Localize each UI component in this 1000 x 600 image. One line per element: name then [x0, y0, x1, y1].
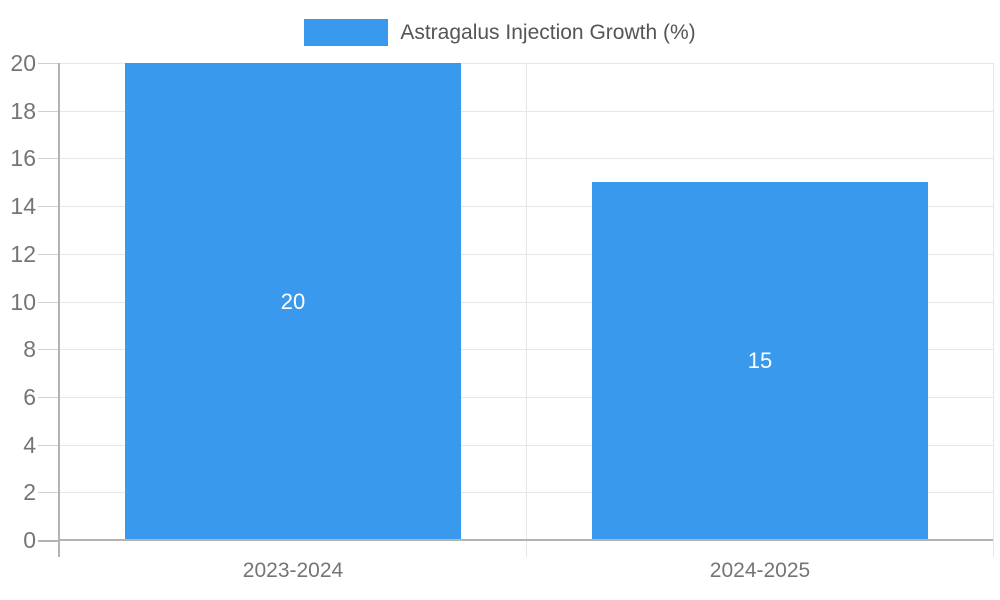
- y-axis-tick-label: 6: [23, 384, 36, 410]
- bar-value-label: 15: [747, 348, 773, 373]
- y-tick-mark: [38, 63, 59, 64]
- x-axis-line: [58, 539, 993, 541]
- y-tick-mark: [38, 254, 59, 255]
- y-tick-mark: [38, 397, 59, 398]
- y-axis-tick-label: 16: [10, 145, 36, 171]
- y-axis-tick-label: 18: [10, 98, 36, 124]
- bar-2023-2024[interactable]: 20: [125, 63, 461, 540]
- y-axis-tick-label: 8: [23, 336, 36, 362]
- y-tick-mark: [38, 206, 59, 207]
- y-tick-mark: [38, 302, 59, 303]
- y-tick-mark: [38, 445, 59, 446]
- x-gridline: [993, 63, 994, 557]
- y-axis-line: [58, 63, 60, 557]
- y-axis-tick-label: 0: [23, 527, 36, 553]
- legend-label: Astragalus Injection Growth (%): [400, 21, 696, 44]
- bar-2024-2025[interactable]: 15: [592, 182, 928, 540]
- y-tick-mark: [38, 158, 59, 159]
- y-axis-tick-label: 2: [23, 479, 36, 505]
- y-axis-tick-label: 4: [23, 432, 36, 458]
- x-axis-tick-label: 2024-2025: [709, 559, 811, 582]
- legend-item[interactable]: Astragalus Injection Growth (%): [304, 19, 696, 46]
- y-axis-tick-label: 20: [10, 50, 36, 76]
- chart-legend: Astragalus Injection Growth (%): [0, 19, 1000, 46]
- y-axis-tick-label: 14: [10, 193, 36, 219]
- x-axis-tick-label: 2023-2024: [242, 559, 344, 582]
- legend-swatch-icon: [304, 19, 389, 46]
- y-tick-mark: [38, 349, 59, 350]
- y-tick-mark: [38, 492, 59, 493]
- bar-value-label: 20: [280, 288, 306, 314]
- y-axis-tick-label: 10: [10, 289, 36, 315]
- x-gridline: [526, 63, 527, 557]
- y-axis-tick-label: 12: [10, 241, 36, 267]
- y-tick-mark: [38, 540, 59, 542]
- y-tick-mark: [38, 111, 59, 112]
